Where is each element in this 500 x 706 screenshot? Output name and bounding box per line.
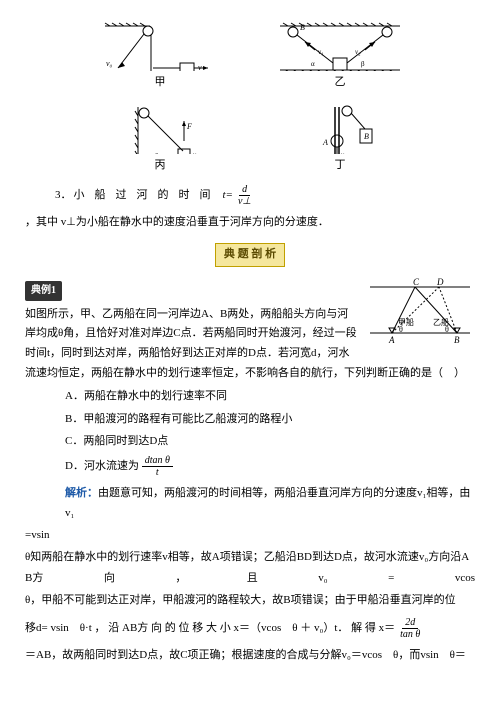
an-fn: 2d <box>402 617 418 629</box>
svg-text:B: B <box>454 335 460 345</box>
diagram-ding: B A v 丁 <box>280 101 400 176</box>
option-d-head: D．河水流速为 <box>65 460 139 472</box>
pulley-diagram-3-icon: F θ v <box>113 101 208 154</box>
diagram-yi: B v₁ v₂ α β 乙 <box>280 18 400 93</box>
analysis-vsin: =vsin <box>25 526 475 546</box>
svg-text:v: v <box>193 151 197 154</box>
svg-text:v: v <box>341 151 345 154</box>
svg-text:v: v <box>198 63 202 71</box>
river-diagram: C D A B 甲船 乙船 θ θ <box>365 275 475 345</box>
analysis-seg3a: θ，甲船不可能到达正对岸，甲船渡河的路程较大，故B项错误；由于甲船沿垂直河岸的位 <box>25 591 475 611</box>
option-d: D．河水流速为 dtan θ t <box>65 455 475 478</box>
diagram-label-bing: 丙 <box>155 156 166 176</box>
pulley-diagram-4-icon: B A v <box>293 101 388 154</box>
analysis-seg2a: θ知两船在静水中的划行速率v相等，故A项错误；乙船沿BD到达D点，故河水流速v₀… <box>25 548 475 568</box>
an-fd: tan θ <box>397 629 423 640</box>
section-heading-wrap: 典 题 剖 析 <box>25 235 475 275</box>
diagram-label-jia: 甲 <box>155 73 166 93</box>
option-d-frac: dtan θ t <box>142 455 173 478</box>
analysis-frac: 2d tan θ <box>397 617 423 640</box>
svg-text:θ: θ <box>445 325 449 334</box>
diagram-jia: v₀ v 甲 <box>100 18 220 93</box>
optd-fd: t <box>153 467 162 478</box>
q3-spaced: 小船过河的时间 <box>74 186 221 206</box>
svg-text:β: β <box>361 60 365 68</box>
analysis-label: 解析： <box>65 487 98 499</box>
option-c: C．两船同时到达D点 <box>65 432 475 452</box>
example-badge: 典例1 <box>25 281 62 301</box>
q3-num: 3． <box>55 186 72 206</box>
diagram-bing: F θ v 丙 <box>100 101 220 176</box>
section-badge: 典 题 剖 析 <box>215 243 285 267</box>
svg-text:v₂: v₂ <box>355 48 361 56</box>
svg-text:B: B <box>300 23 305 32</box>
diagram-label-ding: 丁 <box>335 156 346 176</box>
svg-text:F: F <box>186 122 192 131</box>
svg-text:B: B <box>364 132 369 141</box>
pulley-diagram-1-icon: v₀ v <box>100 18 220 71</box>
svg-text:α: α <box>311 60 315 68</box>
diagram-row-1: v₀ v 甲 B v₁ v₂ α β 乙 <box>25 18 475 93</box>
option-a: A．两船在静水中的划行速率不同 <box>65 387 475 407</box>
option-b: B．甲船渡河的路程有可能比乙船渡河的路程小 <box>65 410 475 430</box>
seg3b-text: 移d= vsin θ·t ， 沿 AB方 向 的 位 移 大 小 x＝（vcos… <box>25 619 395 639</box>
svg-text:θ: θ <box>399 325 403 334</box>
q3-frac-num: d <box>239 184 250 196</box>
svg-text:v₁: v₁ <box>318 48 324 56</box>
analysis-seg3b: 移d= vsin θ·t ， 沿 AB方 向 的 位 移 大 小 x＝（vcos… <box>25 617 475 640</box>
pulley-diagram-2-icon: B v₁ v₂ α β <box>275 18 405 71</box>
river-crossing-icon: C D A B 甲船 乙船 θ θ <box>365 275 475 345</box>
diagram-row-2: F θ v 丙 B A v 丁 <box>25 101 475 176</box>
q3-t: t= <box>223 186 233 206</box>
q3-frac: d v⊥ <box>235 184 254 207</box>
diagram-label-yi: 乙 <box>335 73 346 93</box>
analysis-seg4: ＝AB，故两船同时到达D点，故C项正确；根据速度的合成与分解v₀＝vcos θ，… <box>25 646 475 666</box>
svg-text:C: C <box>413 277 420 287</box>
q3-line: 3． 小船过河的时间 t= d v⊥ <box>55 184 475 207</box>
optd-fn: dtan θ <box>142 455 173 467</box>
svg-text:D: D <box>436 277 444 287</box>
svg-text:A: A <box>388 335 395 345</box>
q3-frac-den: v⊥ <box>235 196 254 207</box>
analysis-seg1: 由题意可知，两船渡河的时间相等，两船沿垂直河岸方向的分速度v₁相等，由v₁ <box>65 487 470 519</box>
analysis-seg2b: B方 向 ， 且 v₀ = vcos <box>25 569 475 589</box>
svg-text:A: A <box>322 138 328 147</box>
q3-tail: ，其中 v⊥为小船在静水中的速度沿垂直于河岸方向的分速度． <box>25 213 475 233</box>
svg-text:v₀: v₀ <box>106 59 113 68</box>
svg-text:θ: θ <box>155 152 159 154</box>
analysis-line1: 解析：由题意可知，两船渡河的时间相等，两船沿垂直河岸方向的分速度v₁相等，由v₁ <box>65 484 475 524</box>
